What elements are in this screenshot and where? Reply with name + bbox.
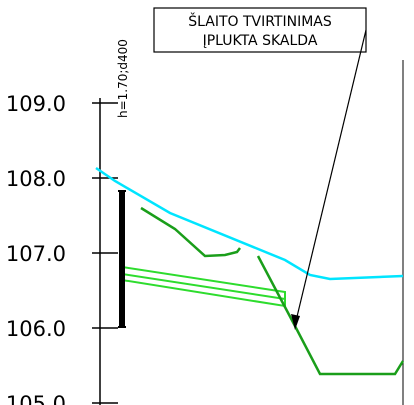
- y-tick-label: 107.0: [6, 242, 66, 266]
- y-tick-label: 109.0: [6, 92, 66, 116]
- pipe-bar: [119, 191, 125, 327]
- slope-strip-line: [121, 273, 286, 300]
- y-tick-label: 105.0: [6, 392, 66, 405]
- green-upper-line: [140, 206, 241, 258]
- y-tick-label: 106.0: [6, 317, 66, 341]
- cyan-ground-line: [95, 166, 404, 281]
- callout-leader: [294, 29, 367, 326]
- green-lower-line: [256, 255, 405, 376]
- pipe-label: h=1.70;d400: [116, 39, 130, 118]
- callout-line-2: ĮPLUKTA SKALDA: [203, 33, 318, 49]
- y-tick-label: 108.0: [6, 167, 66, 191]
- callout-arrowhead: [291, 314, 300, 330]
- callout-line-1: ŠLAITO TVIRTINIMAS: [188, 12, 332, 30]
